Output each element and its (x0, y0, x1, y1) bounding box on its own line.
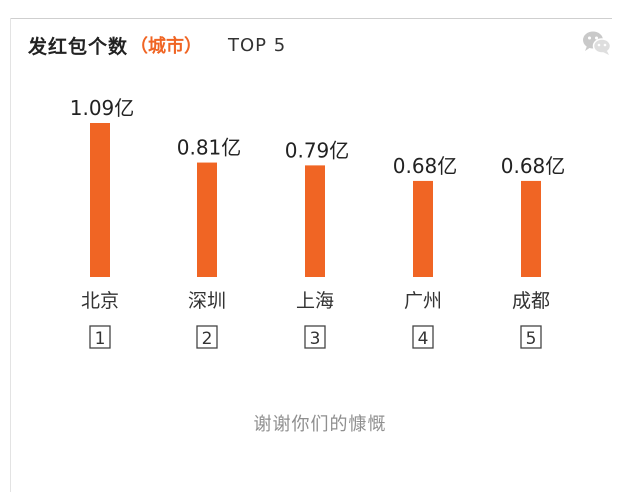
data-label-4: 0.68亿 (393, 154, 458, 178)
rank-box-2 (196, 325, 218, 349)
rank-box-1 (89, 325, 111, 349)
wechat-icon[interactable] (582, 30, 612, 56)
bar-3 (305, 165, 325, 277)
chart-header: 发红包个数 （城市） TOP 5 (28, 32, 286, 58)
data-label-2: 0.81亿 (177, 136, 242, 160)
rank-box-4 (412, 325, 434, 349)
bar-4 (413, 180, 433, 277)
data-label-5: 0.68亿 (501, 154, 566, 178)
rank-box-3 (304, 325, 326, 349)
category-label-4: 广州 (404, 290, 442, 312)
footer-thanks: 谢谢你们的慷慨 (253, 414, 387, 435)
bar-1 (90, 123, 110, 277)
top-divider (10, 18, 612, 19)
left-border (10, 18, 11, 492)
chart-subtitle: （城市） (130, 36, 203, 57)
category-label-1: 北京 (81, 290, 119, 312)
rank-number-1: 1 (95, 329, 106, 349)
category-label-5: 成都 (512, 290, 550, 312)
chart-title: 发红包个数 (28, 35, 129, 58)
category-label-3: 上海 (296, 290, 334, 312)
bar-5 (521, 180, 541, 277)
rank-number-4: 4 (418, 329, 429, 349)
bar-2 (197, 162, 217, 277)
data-label-3: 0.79亿 (285, 138, 350, 162)
rank-number-5: 5 (526, 329, 537, 349)
category-label-2: 深圳 (188, 290, 226, 312)
rank-number-3: 3 (310, 329, 321, 349)
top-label: TOP 5 (228, 34, 287, 56)
rank-box-5 (520, 325, 542, 349)
rank-number-2: 2 (202, 329, 213, 349)
data-label-1: 1.09亿 (70, 96, 135, 120)
